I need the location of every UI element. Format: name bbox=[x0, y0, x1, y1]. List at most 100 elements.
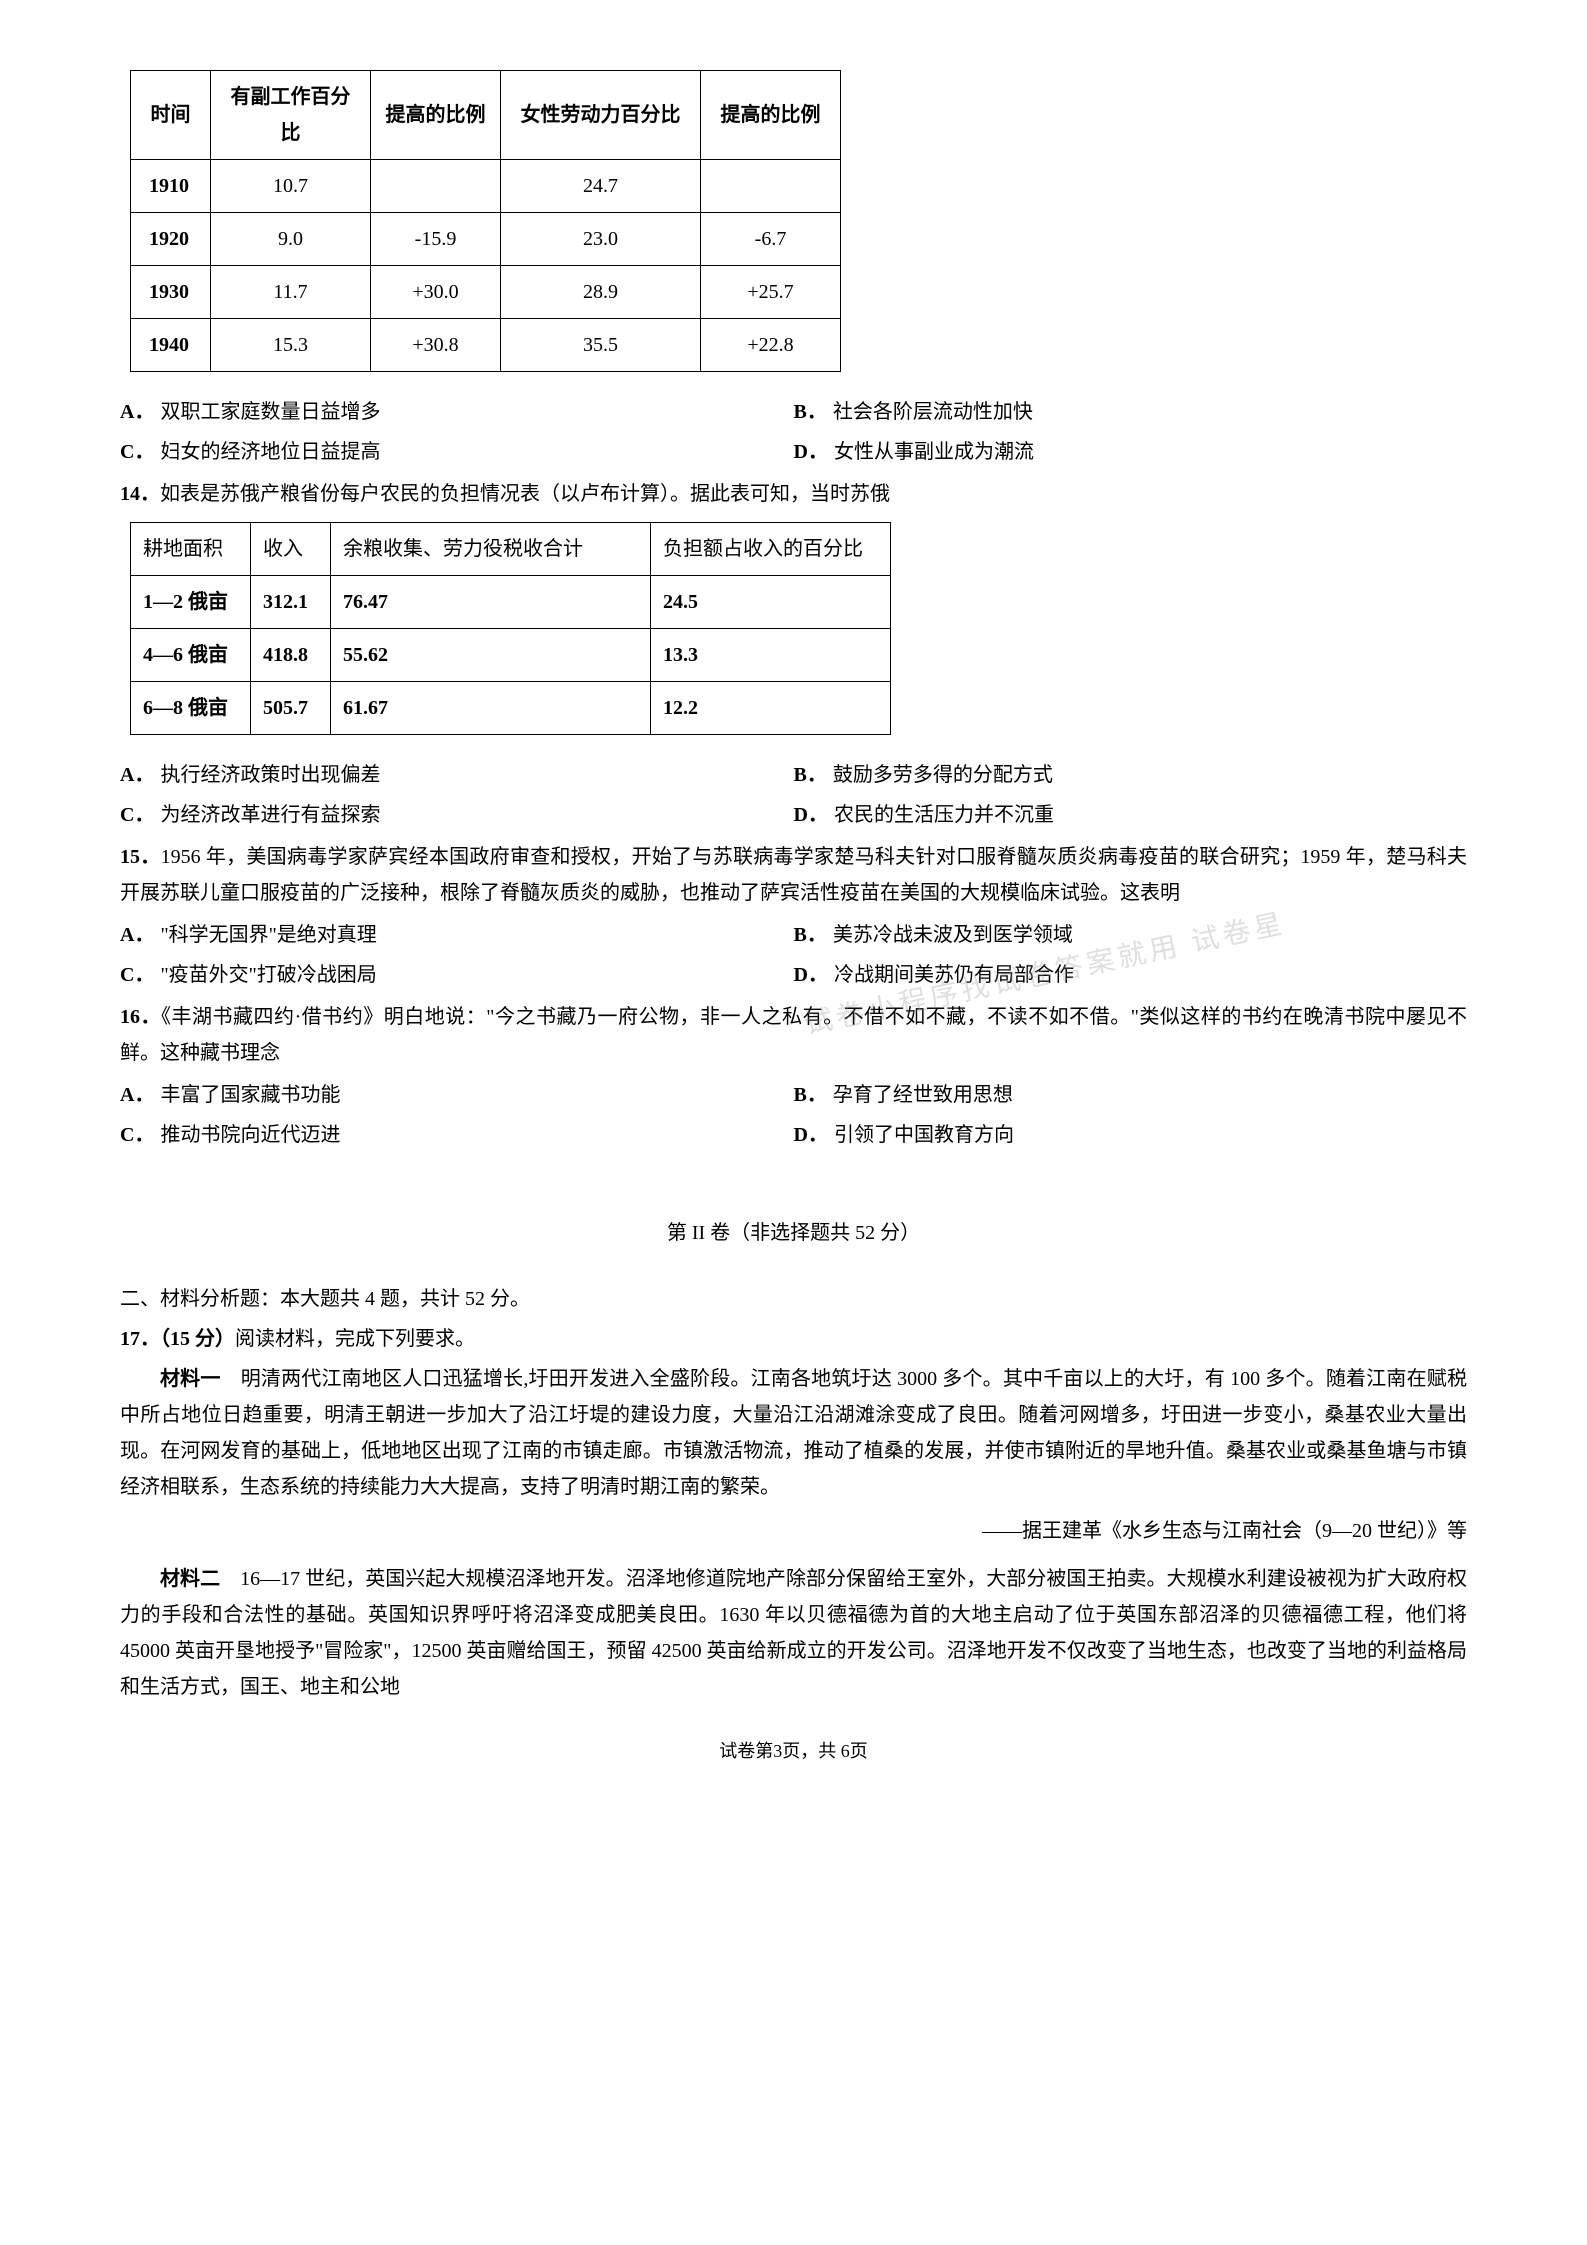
material-1-citation: ——据王建革《水乡生态与江南社会（9—20 世纪）》等 bbox=[120, 1513, 1467, 1549]
option-a: A．执行经济政策时出现偏差 bbox=[120, 755, 794, 795]
table-header-row: 时间 有副工作百分比 提高的比例 女性劳动力百分比 提高的比例 bbox=[131, 71, 841, 160]
q17-number: 17． bbox=[120, 1328, 160, 1350]
option-a-text: 执行经济政策时出现偏差 bbox=[160, 764, 380, 786]
material-1: 材料一 明清两代江南地区人口迅猛增长,圩田开发进入全盛阶段。江南各地筑圩达 30… bbox=[120, 1361, 1467, 1505]
table-cell: 12.2 bbox=[651, 682, 891, 735]
option-d: D．女性从事副业成为潮流 bbox=[794, 432, 1468, 472]
table-cell bbox=[701, 160, 841, 213]
material-1-label: 材料一 bbox=[160, 1368, 221, 1390]
q16-stem: 16．《丰湖书藏四约·借书约》明白地说："今之书藏乃一府公物，非一人之私有。不借… bbox=[120, 999, 1467, 1071]
q17-stem: 17．（15 分）阅读材料，完成下列要求。 bbox=[120, 1321, 1467, 1357]
material-2-text: 16—17 世纪，英国兴起大规模沼泽地开发。沼泽地修道院地产除部分保留给王室外，… bbox=[120, 1568, 1467, 1698]
option-c-text: 妇女的经济地位日益提高 bbox=[160, 441, 380, 463]
option-d-text: 引领了中国教育方向 bbox=[834, 1124, 1014, 1146]
option-d: D．冷战期间美苏仍有局部合作 bbox=[794, 955, 1468, 995]
table-cell: 61.67 bbox=[331, 682, 651, 735]
table-cell: 24.7 bbox=[501, 160, 701, 213]
table-cell: 24.5 bbox=[651, 576, 891, 629]
table-cell: 505.7 bbox=[251, 682, 331, 735]
q14-options: A．执行经济政策时出现偏差 B．鼓励多劳多得的分配方式 C．为经济改革进行有益探… bbox=[120, 755, 1467, 835]
q16-text: 《丰湖书藏四约·借书约》明白地说："今之书藏乃一府公物，非一人之私有。不借不如不… bbox=[120, 1006, 1467, 1064]
table-cell: +30.8 bbox=[371, 319, 501, 372]
q14-stem: 14．如表是苏俄产粮省份每户农民的负担情况表（以卢布计算）。据此表可知，当时苏俄 bbox=[120, 476, 1467, 512]
table-cell: 55.62 bbox=[331, 629, 651, 682]
option-d-text: 农民的生活压力并不沉重 bbox=[834, 804, 1054, 826]
table2-header-row: 耕地面积 收入 余粮收集、劳力役税收合计 负担额占收入的百分比 bbox=[131, 523, 891, 576]
table-row: 193011.7+30.028.9+25.7 bbox=[131, 266, 841, 319]
q16-number: 16． bbox=[120, 1006, 161, 1028]
table-cell: 6—8 俄亩 bbox=[131, 682, 251, 735]
material-2-label: 材料二 bbox=[160, 1568, 220, 1590]
table-cell: 418.8 bbox=[251, 629, 331, 682]
section-2-intro: 二、材料分析题：本大题共 4 题，共计 52 分。 bbox=[120, 1281, 1467, 1317]
q14-number: 14． bbox=[120, 483, 160, 505]
table-row: 6—8 俄亩505.761.6712.2 bbox=[131, 682, 891, 735]
table-cell: -6.7 bbox=[701, 213, 841, 266]
q15-text: 1956 年，美国病毒学家萨宾经本国政府审查和授权，开始了与苏联病毒学家楚马科夫… bbox=[120, 846, 1467, 904]
option-a-text: 双职工家庭数量日益增多 bbox=[160, 401, 380, 423]
table-cell: 1940 bbox=[131, 319, 211, 372]
option-c: C．"疫苗外交"打破冷战困局 bbox=[120, 955, 794, 995]
th-secondary-pct: 有副工作百分比 bbox=[211, 71, 371, 160]
q16-options: A．丰富了国家藏书功能 B．孕育了经世致用思想 C．推动书院向近代迈进 D．引领… bbox=[120, 1075, 1467, 1155]
table-cell: 28.9 bbox=[501, 266, 701, 319]
table-cell: 1910 bbox=[131, 160, 211, 213]
table-cell: 4—6 俄亩 bbox=[131, 629, 251, 682]
option-b: B．孕育了经世致用思想 bbox=[794, 1075, 1468, 1115]
table-row: 191010.7 24.7 bbox=[131, 160, 841, 213]
page-footer: 试卷第3页，共 6页 bbox=[120, 1735, 1467, 1767]
material-1-text: 明清两代江南地区人口迅猛增长,圩田开发进入全盛阶段。江南各地筑圩达 3000 多… bbox=[120, 1368, 1467, 1498]
th-tax-total: 余粮收集、劳力役税收合计 bbox=[331, 523, 651, 576]
option-a: A．丰富了国家藏书功能 bbox=[120, 1075, 794, 1115]
table-row: 1—2 俄亩312.176.4724.5 bbox=[131, 576, 891, 629]
table-cell: 1930 bbox=[131, 266, 211, 319]
table-q14: 耕地面积 收入 余粮收集、劳力役税收合计 负担额占收入的百分比 1—2 俄亩31… bbox=[130, 522, 891, 735]
table-row: 19209.0-15.923.0-6.7 bbox=[131, 213, 841, 266]
th-female-labor-pct: 女性劳动力百分比 bbox=[501, 71, 701, 160]
option-a-text: 丰富了国家藏书功能 bbox=[160, 1084, 340, 1106]
q15-options: A．"科学无国界"是绝对真理 B．美苏冷战未波及到医学领域 C．"疫苗外交"打破… bbox=[120, 915, 1467, 995]
th-burden-pct: 负担额占收入的百分比 bbox=[651, 523, 891, 576]
option-b-text: 社会各阶层流动性加快 bbox=[833, 401, 1033, 423]
option-a-text: "科学无国界"是绝对真理 bbox=[160, 924, 376, 946]
table-cell: 23.0 bbox=[501, 213, 701, 266]
table-cell: -15.9 bbox=[371, 213, 501, 266]
material-2: 材料二 16—17 世纪，英国兴起大规模沼泽地开发。沼泽地修道院地产除部分保留给… bbox=[120, 1561, 1467, 1705]
th-increase-ratio-2: 提高的比例 bbox=[701, 71, 841, 160]
table-cell: 13.3 bbox=[651, 629, 891, 682]
option-c-text: "疫苗外交"打破冷战困局 bbox=[160, 964, 376, 986]
option-c: C．妇女的经济地位日益提高 bbox=[120, 432, 794, 472]
table-cell: 10.7 bbox=[211, 160, 371, 213]
table-row: 4—6 俄亩418.855.6213.3 bbox=[131, 629, 891, 682]
table-cell: +22.8 bbox=[701, 319, 841, 372]
table-cell bbox=[371, 160, 501, 213]
table-q13: 时间 有副工作百分比 提高的比例 女性劳动力百分比 提高的比例 191010.7… bbox=[130, 70, 841, 372]
option-b: B．社会各阶层流动性加快 bbox=[794, 392, 1468, 432]
option-c-text: 为经济改革进行有益探索 bbox=[160, 804, 380, 826]
option-d: D．农民的生活压力并不沉重 bbox=[794, 795, 1468, 835]
option-b-text: 美苏冷战未波及到医学领域 bbox=[833, 924, 1073, 946]
th-increase-ratio-1: 提高的比例 bbox=[371, 71, 501, 160]
q13-options: A．双职工家庭数量日益增多 B．社会各阶层流动性加快 C．妇女的经济地位日益提高… bbox=[120, 392, 1467, 472]
table-cell: 35.5 bbox=[501, 319, 701, 372]
option-d: D．引领了中国教育方向 bbox=[794, 1115, 1468, 1155]
q15-number: 15． bbox=[120, 846, 161, 868]
table-cell: +25.7 bbox=[701, 266, 841, 319]
option-a: A．"科学无国界"是绝对真理 bbox=[120, 915, 794, 955]
option-b-text: 孕育了经世致用思想 bbox=[833, 1084, 1013, 1106]
table-cell: 11.7 bbox=[211, 266, 371, 319]
q17-points: （15 分） bbox=[160, 1328, 235, 1350]
table-cell: 9.0 bbox=[211, 213, 371, 266]
option-d-text: 女性从事副业成为潮流 bbox=[834, 441, 1034, 463]
section-2-title: 第 II 卷（非选择题共 52 分） bbox=[120, 1215, 1467, 1251]
table-row: 194015.3+30.835.5+22.8 bbox=[131, 319, 841, 372]
table-cell: 1920 bbox=[131, 213, 211, 266]
q17-intro: 阅读材料，完成下列要求。 bbox=[235, 1328, 475, 1350]
option-b-text: 鼓励多劳多得的分配方式 bbox=[833, 764, 1053, 786]
th-income: 收入 bbox=[251, 523, 331, 576]
option-d-text: 冷战期间美苏仍有局部合作 bbox=[834, 964, 1074, 986]
q15-stem: 15．1956 年，美国病毒学家萨宾经本国政府审查和授权，开始了与苏联病毒学家楚… bbox=[120, 839, 1467, 911]
option-c: C．为经济改革进行有益探索 bbox=[120, 795, 794, 835]
option-b: B．鼓励多劳多得的分配方式 bbox=[794, 755, 1468, 795]
th-land-area: 耕地面积 bbox=[131, 523, 251, 576]
